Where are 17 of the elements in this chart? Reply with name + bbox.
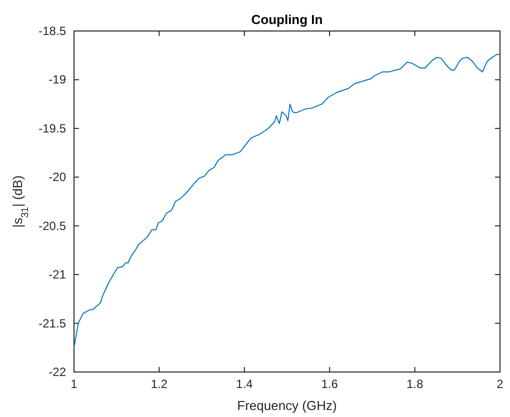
x-axis-title: Frequency (GHz) (237, 398, 337, 413)
x-tick-label: 2 (496, 377, 504, 391)
x-tick-label: 1.6 (321, 377, 338, 391)
x-tick-label: 1 (70, 377, 78, 391)
y-tick-label: -18.5 (38, 24, 66, 38)
x-tick-label: 1.4 (236, 377, 254, 391)
line-series (74, 54, 500, 348)
x-tick-label: 1.8 (406, 377, 424, 391)
chart-title: Coupling In (251, 12, 323, 27)
x-tick-label: 1.2 (150, 377, 168, 391)
y-tick-label: -19 (48, 72, 66, 87)
y-tick-label: -20.5 (38, 218, 66, 233)
y-tick-label: -19.5 (38, 121, 66, 136)
y-tick-label: -21 (48, 268, 66, 282)
y-tick-label: -20 (48, 170, 66, 184)
y-tick-label: -22 (48, 365, 66, 379)
y-tick-label: -21.5 (38, 316, 66, 330)
